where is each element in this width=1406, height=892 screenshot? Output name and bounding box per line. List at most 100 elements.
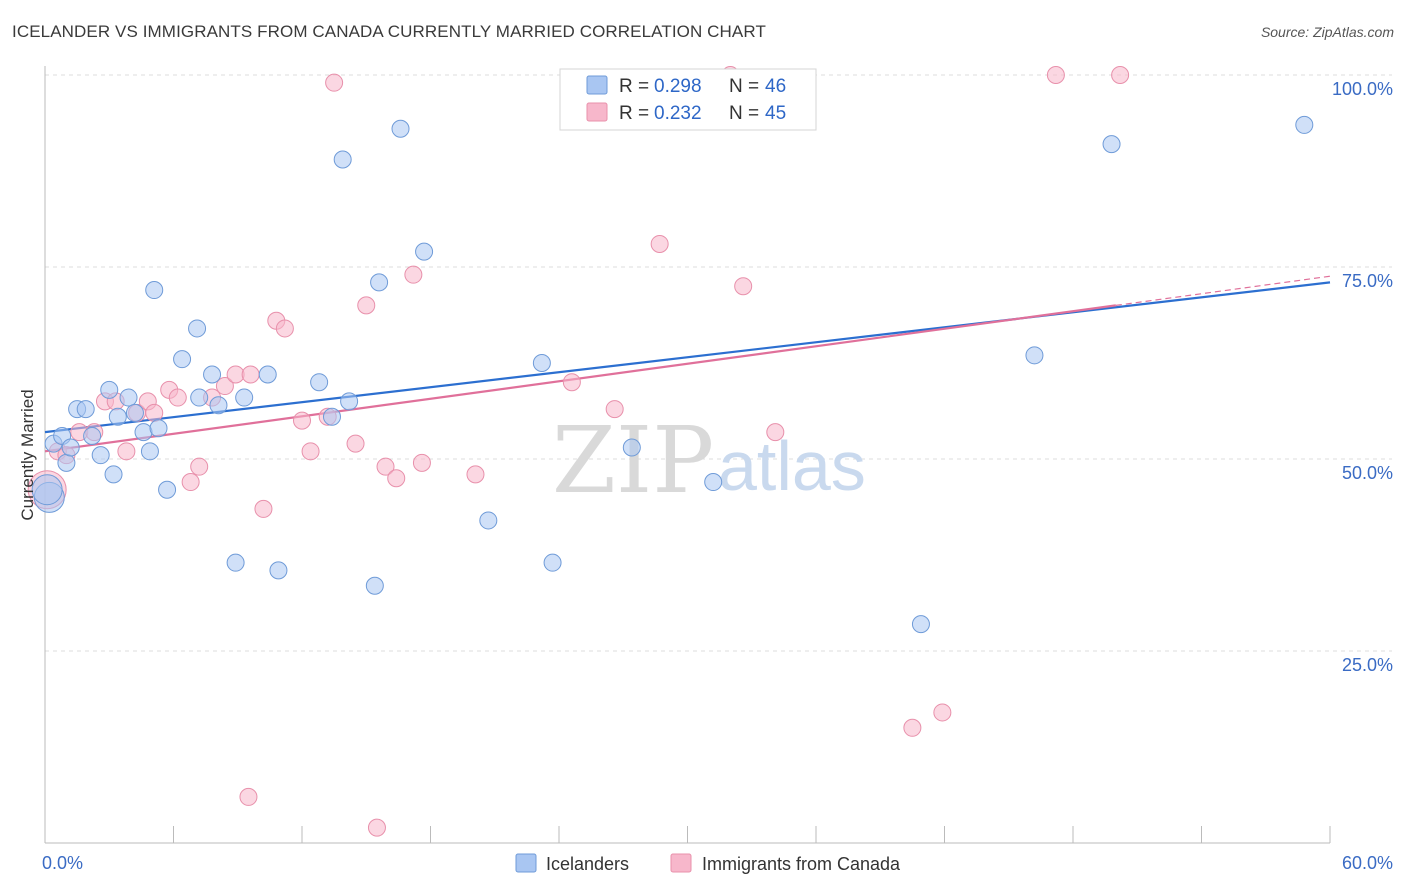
axes [44,66,1331,844]
bottom-legend: Icelanders Immigrants from Canada [515,853,901,874]
point-immigrants [650,234,669,253]
point-icelanders [622,438,641,457]
point-icelanders [209,396,228,415]
point-icelanders [57,453,76,472]
point-icelanders [91,446,110,465]
point-icelanders [125,403,144,422]
point-immigrants [301,442,320,461]
point-icelanders [108,407,127,426]
point-icelanders [1025,346,1044,365]
point-icelanders [158,480,177,499]
point-icelanders [31,474,63,506]
trend-line-immigrants-extension [1115,275,1331,306]
trend-lines [44,275,1331,453]
point-icelanders [543,553,562,572]
legend-n-label-2: N = [729,103,759,124]
trend-line-immigrants [44,304,1116,453]
point-immigrants [387,469,406,488]
point-immigrants [466,465,485,484]
point-immigrants [254,499,273,518]
point-immigrants [412,453,431,472]
point-immigrants [190,457,209,476]
point-immigrants [404,265,423,284]
point-icelanders [61,438,80,457]
point-icelanders [173,350,192,369]
y-axis-title: Currently Married [18,389,37,520]
legend-r-label-1: R = [619,76,649,97]
legend-r-label-2: R = [619,103,649,124]
legend-n-value-2: 45 [765,103,786,124]
y-tick-label: 25.0% [1342,655,1393,675]
point-immigrants [346,434,365,453]
point-icelanders [310,373,329,392]
point-immigrants [239,787,258,806]
point-immigrants [226,365,245,384]
point-icelanders [188,319,207,338]
point-immigrants [734,277,753,296]
point-icelanders [532,354,551,372]
point-icelanders [104,465,123,484]
point-icelanders [322,407,341,426]
point-immigrants [933,703,952,722]
point-immigrants [275,319,294,338]
point-icelanders [269,561,288,580]
point-icelanders [83,426,102,445]
point-immigrants [181,473,200,492]
point-immigrants [766,423,785,442]
point-icelanders [134,423,153,442]
point-icelanders [911,615,930,634]
point-icelanders [190,388,209,407]
point-icelanders [1295,115,1314,134]
point-immigrants [376,457,395,476]
point-immigrants [1111,66,1130,84]
point-immigrants [117,442,136,461]
point-icelanders [76,400,95,419]
watermark-zip: ZIP [552,407,714,514]
point-immigrants [145,403,164,422]
legend-r-value-1: 0.298 [654,76,702,97]
watermark: ZIP atlas [552,407,866,514]
point-immigrants [367,818,386,837]
point-immigrants [215,377,234,396]
trend-line-icelanders [44,281,1331,434]
point-immigrants [241,365,260,384]
point-icelanders [370,273,389,292]
legend: R = 0.298 N = 46 R = 0.232 N = 45 [559,68,817,131]
point-icelanders [333,150,352,169]
point-immigrants [903,718,922,737]
point-icelanders [704,473,723,492]
y-tick-label: 100.0% [1332,79,1393,99]
y-tick-label: 50.0% [1342,463,1393,483]
point-icelanders [479,511,498,530]
legend-r-value-2: 0.232 [654,103,702,124]
legend-n-value-1: 46 [765,76,786,97]
point-immigrants [562,373,581,392]
legend-swatch-immigrants [586,102,608,122]
point-icelanders [340,392,359,411]
tick-labels: 25.0% 50.0% 75.0% 100.0% 0.0% 60.0% [42,79,1393,873]
chart-title: ICELANDER VS IMMIGRANTS FROM CANADA CURR… [12,22,766,41]
x-tick-label: 0.0% [42,853,83,873]
point-icelanders [140,442,159,461]
legend-n-label-1: N = [729,76,759,97]
point-icelanders [100,380,119,399]
point-icelanders [391,119,410,138]
legend-swatch-icelanders [586,75,608,95]
point-icelanders [203,365,222,384]
point-immigrants [1046,66,1065,84]
point-icelanders [226,553,245,572]
watermark-atlas: atlas [718,427,866,505]
point-icelanders [258,365,277,384]
bottom-legend-swatch-immigrants [670,853,692,873]
gridlines [45,74,1392,652]
bottom-legend-label-icelanders: Icelanders [546,854,629,874]
point-immigrants [293,411,311,430]
x-tick-label: 60.0% [1342,853,1393,873]
chart-source: Source: ZipAtlas.com [1260,24,1394,40]
point-icelanders [119,388,138,407]
bottom-legend-swatch-icelanders [515,853,537,873]
point-icelanders [415,242,434,261]
y-tick-label: 75.0% [1342,271,1393,291]
point-icelanders [1102,135,1121,154]
point-immigrants [325,73,344,92]
